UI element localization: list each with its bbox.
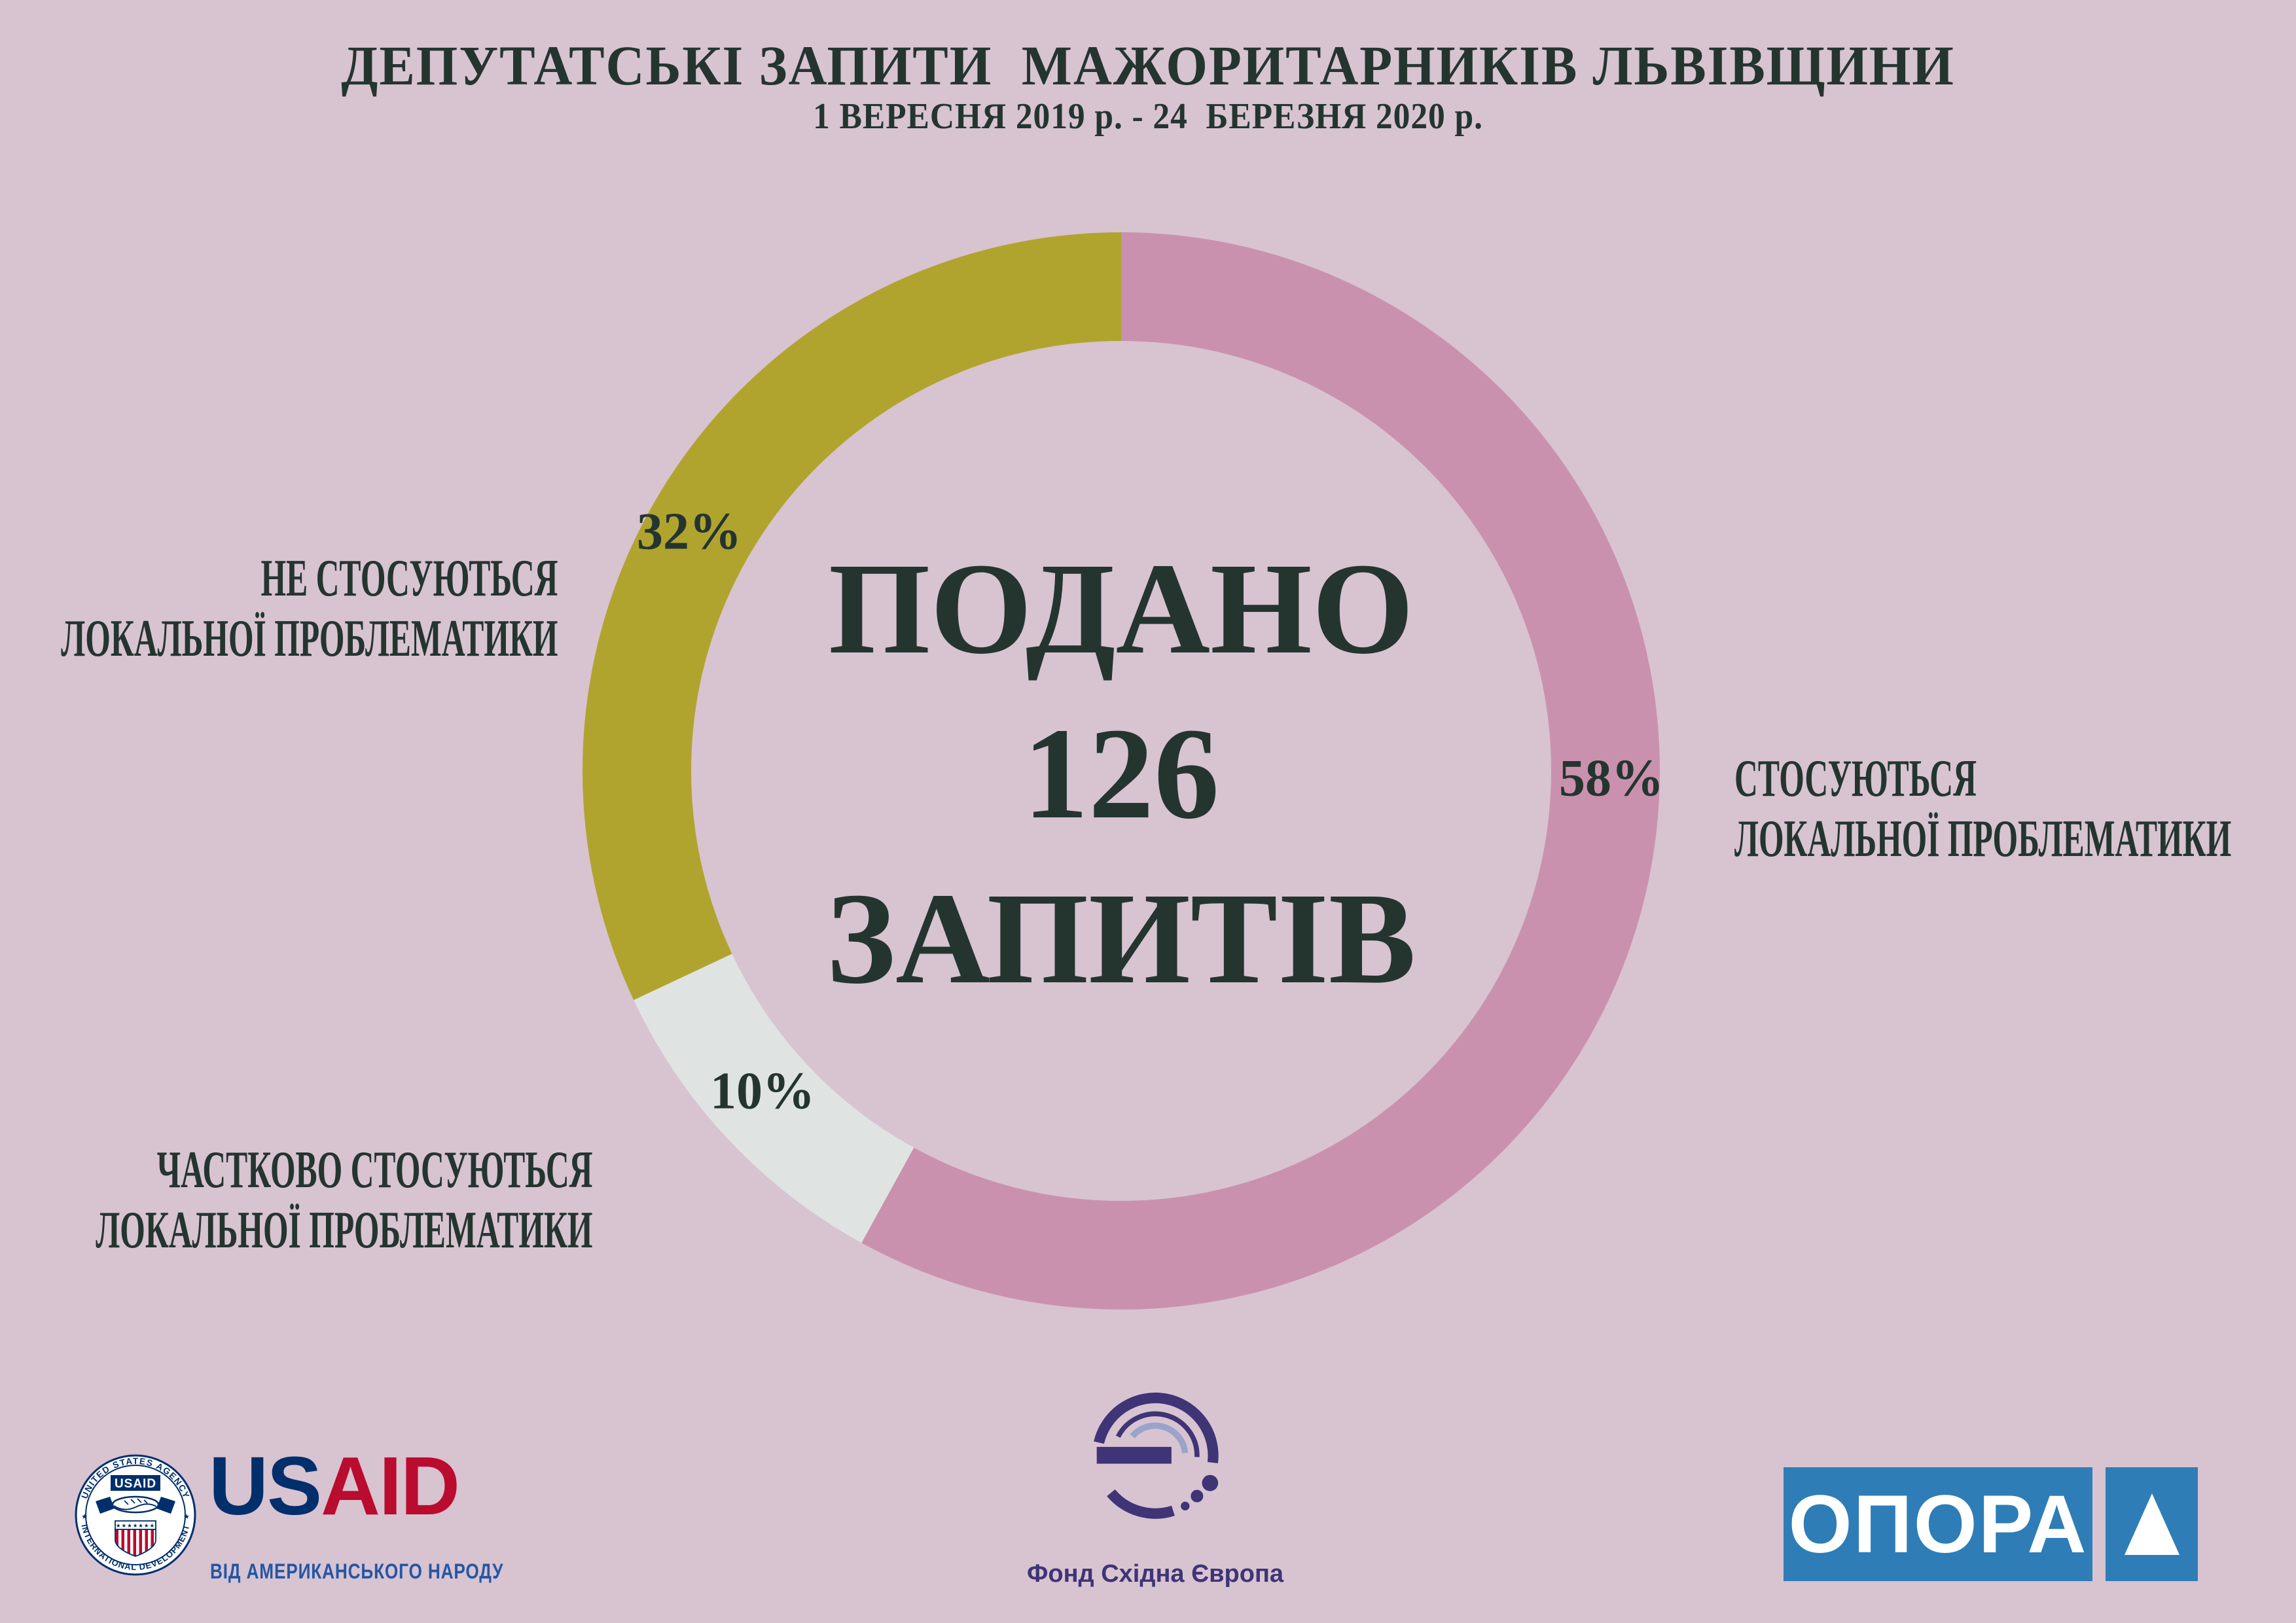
eef-dot-medium bbox=[1191, 1489, 1204, 1503]
seal-inner-ring bbox=[85, 1465, 186, 1565]
donut-chart bbox=[583, 232, 1660, 1310]
page-subtitle: 1 ВЕРЕСНЯ 2019 р. - 24 БЕРЕЗНЯ 2020 р. bbox=[813, 96, 1483, 137]
seal-banner-text: USAID bbox=[115, 1477, 156, 1491]
shield-icon: ★★★★★★★ bbox=[115, 1520, 156, 1557]
label-local-line2: ЛОКАЛЬНОЇ ПРОБЛЕМАТИКИ bbox=[1734, 810, 2232, 868]
label-local-line1: СТОСУЮТЬСЯ bbox=[1734, 750, 1977, 808]
donut-center-text: ПОДАНО 126 ЗАПИТІВ bbox=[565, 527, 1677, 1022]
opora-triangle-icon bbox=[2124, 1493, 2179, 1555]
label-not-local-line1: НЕ СТОСУЮТЬСЯ bbox=[260, 550, 558, 607]
eef-middle-arc bbox=[1115, 1411, 1200, 1457]
center-line-podano: ПОДАНО bbox=[828, 537, 1414, 681]
percent-label-32: 32% bbox=[637, 503, 742, 561]
center-line-total: 126 bbox=[1023, 702, 1219, 846]
eef-bottom-arc bbox=[1107, 1489, 1175, 1519]
handshake-icon bbox=[96, 1495, 175, 1514]
usaid-tagline: ВІД АМЕРИКАНСЬКОГО НАРОДУ bbox=[210, 1560, 504, 1583]
eef-bar bbox=[1096, 1446, 1172, 1464]
eef-dot-large bbox=[1202, 1474, 1219, 1491]
opora-triangle-box bbox=[2106, 1467, 2198, 1581]
opora-wordmark: ОПОРА bbox=[1788, 1478, 2088, 1570]
seal-outer-ring bbox=[75, 1454, 196, 1576]
eef-name: Фонд Східна Європа bbox=[1026, 1560, 1284, 1588]
opora-logo-box: ОПОРА bbox=[1784, 1467, 2092, 1581]
usaid-wordmark-us: US bbox=[209, 1440, 322, 1532]
percent-label-58: 58% bbox=[1559, 749, 1664, 808]
label-local: СТОСУЮТЬСЯ ЛОКАЛЬНОЇ ПРОБЛЕМАТИКИ bbox=[1734, 749, 2231, 869]
label-partially-local-line1: ЧАСТКОВО СТОСУЮТЬСЯ bbox=[156, 1141, 592, 1199]
usaid-wordmark-aid: AID bbox=[321, 1440, 460, 1532]
seal-star-left-icon: ★ bbox=[81, 1513, 88, 1521]
label-partially-local-line2: ЛОКАЛЬНОЇ ПРОБЛЕМАТИКИ bbox=[95, 1202, 592, 1259]
center-line-zapytiv: ЗАПИТІВ bbox=[826, 866, 1416, 1011]
label-not-local: НЕ СТОСУЮТЬСЯ ЛОКАЛЬНОЇ ПРОБЛЕМАТИКИ bbox=[61, 548, 558, 669]
seal-banner bbox=[111, 1475, 160, 1491]
usaid-wordmark: USAID bbox=[209, 1445, 460, 1527]
label-partially-local: ЧАСТКОВО СТОСУЮТЬСЯ ЛОКАЛЬНОЇ ПРОБЛЕМАТИ… bbox=[96, 1140, 592, 1260]
eef-logo bbox=[1094, 1393, 1219, 1519]
usaid-seal-logo: UNITED STATES AGENCY INTERNATIONAL DEVEL… bbox=[75, 1454, 196, 1576]
percent-label-10: 10% bbox=[710, 1062, 815, 1120]
eef-outer-arc bbox=[1094, 1393, 1219, 1463]
donut-segment-not-local bbox=[583, 232, 1660, 1310]
label-not-local-line2: ЛОКАЛЬНОЇ ПРОБЛЕМАТИКИ bbox=[60, 610, 558, 668]
seal-star-right-icon: ★ bbox=[183, 1513, 190, 1521]
shield-stars-row: ★★★★★★★ bbox=[116, 1522, 155, 1529]
eef-light-arc bbox=[1130, 1422, 1189, 1454]
page-title: ДЕПУТАТСЬКІ ЗАПИТИ МАЖОРИТАРНИКІВ ЛЬВІВЩ… bbox=[341, 34, 1955, 97]
eef-dot-small bbox=[1181, 1501, 1190, 1510]
